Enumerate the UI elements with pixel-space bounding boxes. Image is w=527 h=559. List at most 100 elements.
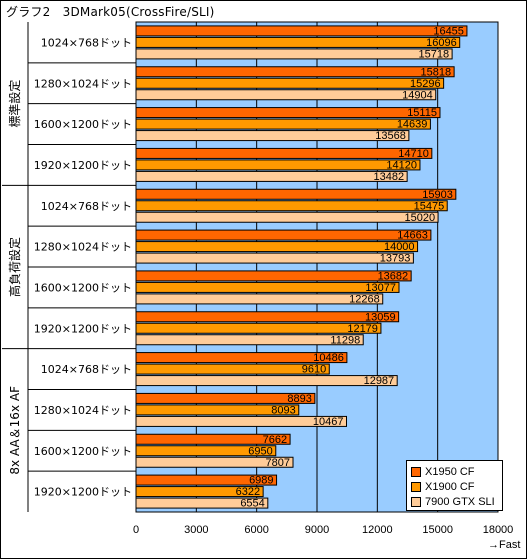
bar-g2-c2-s1 [135,229,432,241]
value-label-g3-c2-s3: 10467 [313,416,344,428]
legend-swatch-7900 [411,496,421,507]
value-label-g1-c3-s3: 13568 [375,130,406,142]
category-label-g2-c2: 1280×1024ドット [34,241,132,254]
bar-g2-c1-s2 [135,200,448,212]
value-label-g2-c3-s2: 13077 [365,282,396,294]
value-label-g3-c2-s2: 8093 [271,404,295,416]
value-label-g3-c3-s2: 6950 [248,445,272,457]
value-label-g2-c3-s1: 13682 [378,270,409,282]
bar-g3-c1-s2 [135,363,330,375]
bar-g1-c1-s3 [135,48,453,60]
x-tick-3000: 3000 [184,524,208,536]
value-label-g1-c4-s2: 14120 [386,159,417,171]
category-label-g2-c1: 1024×768ドット [41,200,132,213]
value-label-g2-c3-s3: 12268 [349,293,380,305]
bar-g1-c2-s2 [135,77,445,89]
category-label-g3-c3: 1600×1200ドット [34,445,132,458]
bar-g2-c3-s2 [135,281,400,293]
value-label-g3-c2-s1: 8893 [287,393,311,405]
value-label-g1-c1-s3: 15718 [419,48,450,60]
bar-g1-c1-s1 [135,25,468,37]
category-label-g1-c4: 1920×1200ドット [34,159,132,172]
bar-g2-c2-s3 [135,252,414,264]
bar-g2-c2-s2 [135,241,419,253]
category-labels: 1024×768ドット 1280×1024ドット 1600×1200ドット 1920×… [34,36,132,498]
category-label-g1-c2: 1280×1024ドット [34,77,132,90]
group-label-2: 高負荷設定 [7,237,22,297]
bar-g1-c2-s3 [135,89,437,101]
axes [2,21,499,513]
legend-label-x1900: X1900 CF [425,480,475,493]
x-tick-6000: 6000 [244,524,268,536]
value-label-g2-c2-s3: 13793 [380,253,411,265]
value-label-g2-c1-s3: 15020 [404,212,435,224]
value-label-g1-c1-s1: 16455 [433,25,464,37]
bar-g1-c1-s2 [135,36,461,48]
x-tick-0: 0 [133,524,139,536]
legend-item-x1900: X1900 CF [411,479,502,494]
value-label-g1-c4-s3: 13482 [374,171,405,183]
category-label-g1-c3: 1600×1200ドット [34,118,132,131]
value-label-g3-c1-s1: 10486 [313,352,344,364]
bar-g2-c4-s2 [135,322,382,334]
value-label-g1-c4-s1: 14710 [398,148,429,160]
category-label-g3-c1: 1024×768ドット [41,363,132,376]
bar-g2-c3-s1 [135,270,412,282]
x-tick-12000: 12000 [362,524,393,536]
bar-g2-c4-s3 [135,334,364,346]
bar-g1-c3-s1 [135,107,441,119]
value-label-g3-c1-s3: 12987 [364,375,395,387]
bar-g1-c4-s2 [135,159,421,171]
x-tick-15000: 15000 [422,524,453,536]
value-label-g3-c4-s3: 6554 [240,498,264,510]
value-label-g2-c4-s2: 12179 [347,323,378,335]
chart-title: グラフ2 3DMark05(CrossFire/SLI) [6,5,215,19]
x-tick-9000: 9000 [305,524,329,536]
legend-item-7900: 7900 GTX SLI [411,494,502,509]
bar-g3-c1-s3 [135,375,398,387]
group-label-3: 8x AA＆16x AF [8,386,22,475]
category-label-g1-c1: 1024×768ドット [41,36,132,49]
value-label-g1-c3-s2: 14639 [397,119,428,131]
value-label-g3-c1-s2: 9610 [302,364,326,376]
bar-g1-c4-s1 [135,147,433,159]
value-label-g3-c3-s3: 7807 [266,457,290,469]
legend-swatch-x1900 [411,481,421,492]
x-tick-18000: 18000 [483,524,514,536]
category-label-g3-c2: 1280×1024ドット [34,404,132,417]
value-label-g1-c1-s2: 16096 [426,37,457,49]
category-label-g2-c4: 1920×1200ドット [34,322,132,335]
legend-item-x1950: X1950 CF [411,464,502,479]
x-axis-label: →Fast [488,539,520,551]
value-label-g2-c4-s1: 13059 [365,311,396,323]
value-label-g2-c2-s1: 14663 [397,230,428,242]
legend-swatch-x1950 [411,466,421,477]
value-label-g3-c4-s2: 6322 [236,486,260,498]
value-label-g1-c2-s1: 15818 [421,66,452,78]
bar-g1-c3-s3 [135,130,410,142]
value-label-g2-c1-s1: 15903 [422,189,453,201]
value-label-g2-c1-s2: 15475 [414,200,445,212]
bar-g2-c1-s1 [135,188,457,200]
value-label-g1-c2-s2: 15296 [410,78,441,90]
bar-g1-c2-s1 [135,66,455,78]
value-label-g1-c2-s3: 14904 [402,89,433,101]
value-label-g1-c3-s1: 15115 [407,107,437,119]
legend-label-x1950: X1950 CF [425,465,475,478]
value-label-g3-c3-s1: 7662 [263,434,287,446]
bar-g1-c3-s2 [135,118,431,130]
gridlines [195,22,439,512]
value-label-g2-c4-s3: 11298 [330,334,360,346]
category-label-g3-c4: 1920×1200ドット [34,486,132,499]
category-label-g2-c3: 1600×1200ドット [34,281,132,294]
x-tick-labels: 0 3000 6000 9000 12000 15000 18000 [133,524,513,536]
value-label-g3-c4-s1: 6989 [249,475,273,487]
value-label-g2-c2-s2: 14000 [384,241,415,253]
bar-g2-c3-s3 [135,293,384,305]
bar-g1-c4-s3 [135,170,408,182]
legend: X1950 CF X1900 CF 7900 GTX SLI [406,460,503,511]
legend-label-7900: 7900 GTX SLI [425,495,495,508]
